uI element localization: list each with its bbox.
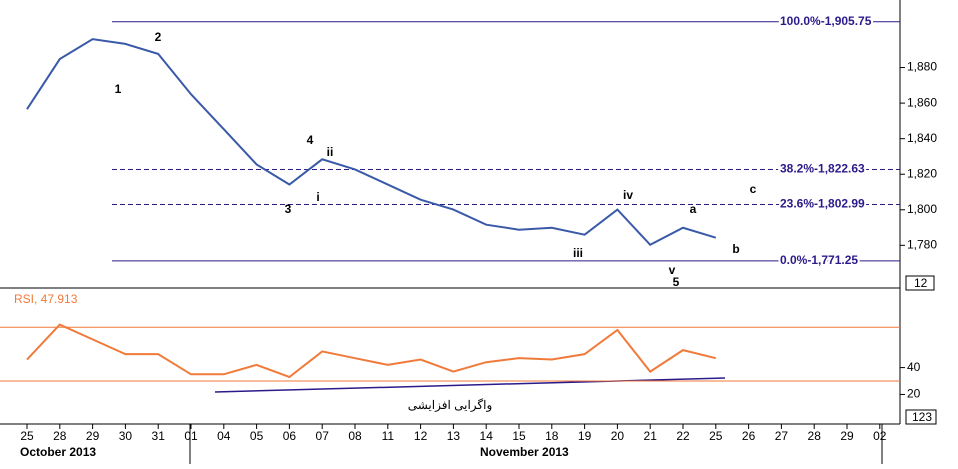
wave-label: 4 xyxy=(307,133,314,147)
x-tick-label: 19 xyxy=(578,429,592,443)
wave-label: 5 xyxy=(673,275,680,289)
month-label: October 2013 xyxy=(20,445,96,459)
wave-label: i xyxy=(316,190,319,204)
wave-label: iv xyxy=(623,188,633,202)
axis-badge-label: 12 xyxy=(914,276,928,290)
x-tick-label: 12 xyxy=(414,429,428,443)
x-tick-label: 30 xyxy=(119,429,133,443)
rsi-title: RSI, 47.913 xyxy=(14,292,78,306)
wave-label: 3 xyxy=(285,202,292,216)
divergence-line xyxy=(214,377,726,393)
x-tick-label: 25 xyxy=(709,429,723,443)
x-tick-label: 01 xyxy=(184,429,198,443)
fib-label: 23.6%-1,802.99 xyxy=(780,197,865,211)
y-tick-label: 1,820 xyxy=(907,166,937,180)
annotation: واگرایی افزایشی xyxy=(408,398,493,412)
y-tick-label: 1,880 xyxy=(907,60,937,74)
wave-label: iii xyxy=(573,246,583,260)
wave-label: a xyxy=(690,202,697,216)
wave-label: ii xyxy=(327,145,334,159)
x-tick-label: 26 xyxy=(742,429,756,443)
y-tick-label: 20 xyxy=(907,387,921,401)
x-tick-label: 14 xyxy=(480,429,494,443)
x-tick-label: 21 xyxy=(644,429,658,443)
axis-badge xyxy=(905,409,937,425)
x-tick-label: 22 xyxy=(676,429,690,443)
y-tick-label: 1,860 xyxy=(907,95,937,109)
wave-label: b xyxy=(732,242,739,256)
fib-label: 38.2%-1,822.63 xyxy=(780,162,865,176)
fib-label: 100.0%-1,905.75 xyxy=(780,14,872,28)
x-tick-label: 02 xyxy=(873,429,887,443)
x-tick-label: 15 xyxy=(512,429,526,443)
x-tick-label: 25 xyxy=(20,429,34,443)
x-tick-label: 05 xyxy=(250,429,264,443)
x-tick-label: 20 xyxy=(611,429,625,443)
month-label: November 2013 xyxy=(480,445,569,459)
wave-label: c xyxy=(750,182,757,196)
x-tick-label: 31 xyxy=(152,429,166,443)
wave-label: v xyxy=(669,263,676,277)
y-tick-label: 1,780 xyxy=(907,238,937,252)
y-tick-label: 1,840 xyxy=(907,131,937,145)
x-tick-label: 11 xyxy=(382,429,395,443)
series-line xyxy=(26,323,717,379)
x-tick-label: 27 xyxy=(775,429,789,443)
x-tick-label: 29 xyxy=(840,429,854,443)
x-tick-label: 06 xyxy=(283,429,297,443)
x-tick-label: 28 xyxy=(53,429,67,443)
x-tick-label: 07 xyxy=(316,429,330,443)
axis-badge-label: 123 xyxy=(912,410,932,424)
x-tick-label: 08 xyxy=(348,429,362,443)
wave-label: 2 xyxy=(155,30,162,44)
x-tick-label: 28 xyxy=(808,429,822,443)
wave-label: 1 xyxy=(115,82,122,96)
x-tick-label: 29 xyxy=(86,429,100,443)
y-tick-label: 1,800 xyxy=(907,202,937,216)
series-line xyxy=(26,38,717,247)
y-tick-label: 40 xyxy=(907,360,921,374)
x-tick-label: 18 xyxy=(545,429,559,443)
x-tick-label: 04 xyxy=(217,429,231,443)
axis-badge xyxy=(905,275,935,291)
x-tick-label: 13 xyxy=(447,429,461,443)
fib-label: 0.0%-1,771.25 xyxy=(780,253,858,267)
